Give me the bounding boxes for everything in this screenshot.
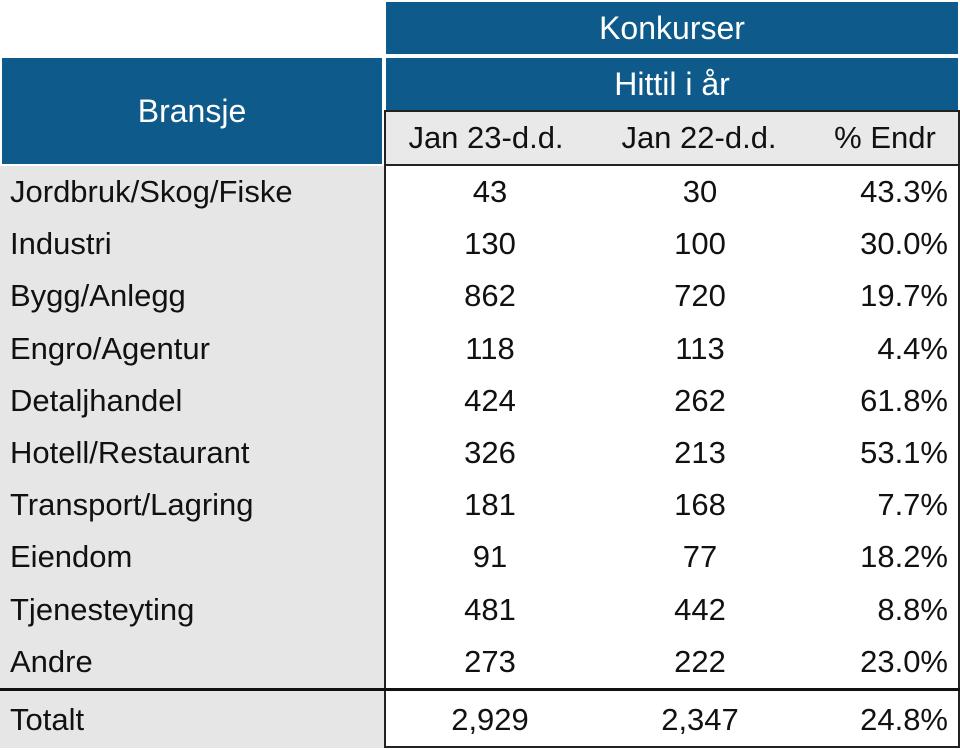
total-name: Totalt [10,702,85,737]
row-jan23: 118 [465,330,515,366]
row-change: 18.2% [860,539,948,575]
row-jan23: 862 [464,278,516,314]
column-header-jan22: Jan 22-d.d. [621,120,777,155]
row-change: 8.8% [877,591,948,627]
row-change: 4.4% [877,330,948,366]
row-change: 53.1% [860,435,948,471]
row-jan22: 442 [674,591,726,627]
row-change: 7.7% [877,487,948,523]
total-label-cell [0,691,384,748]
row-name: Tjenesteyting [10,591,195,627]
row-change: 61.8% [860,382,948,418]
label-column [0,166,384,688]
row-jan23: 424 [464,382,516,418]
row-jan22: 262 [674,382,726,418]
row-change: 23.0% [860,643,948,679]
row-name: Jordbruk/Skog/Fiske [10,174,293,210]
row-jan23: 91 [472,539,508,575]
row-jan22: 720 [674,278,726,314]
row-name: Bygg/Anlegg [10,278,186,314]
row-name: Transport/Lagring [10,487,254,523]
table-row: Transport/Lagring 181 168 7.7% [0,479,960,531]
table-row: Industri 130 100 30.0% [0,218,960,270]
total-jan22: 2,347 [661,702,739,737]
table-row: Eiendom 91 77 18.2% [0,531,960,583]
row-jan22: 77 [682,539,718,575]
row-jan22: 113 [675,330,725,366]
row-jan23: 481 [464,591,516,627]
table-row: Andre 273 222 23.0% [0,636,960,688]
row-name: Engro/Agentur [10,330,210,366]
row-jan22: 100 [674,226,726,262]
row-change: 30.0% [860,226,948,262]
row-name: Detaljhandel [10,382,183,418]
table-row: Engro/Agentur 118 113 4.4% [0,323,960,375]
table-row: Detaljhandel 424 262 61.8% [0,375,960,427]
row-change: 43.3% [860,174,948,210]
row-name: Eiendom [10,539,133,575]
row-name: Hotell/Restaurant [10,435,250,471]
column-header-band [384,110,960,166]
row-jan22: 222 [674,643,726,679]
row-jan23: 326 [464,435,516,471]
row-jan23: 43 [472,174,508,210]
table-row: Jordbruk/Skog/Fiske 43 30 43.3% [0,166,960,218]
total-value-area [384,691,960,748]
value-area [384,166,960,688]
row-jan22: 30 [682,174,718,210]
total-row: Totalt 2,929 2,347 24.8% [0,693,960,747]
table-row: Bygg/Anlegg 862 720 19.7% [0,270,960,322]
row-header: Bransje [2,58,382,164]
total-jan23: 2,929 [451,702,529,737]
row-name: Andre [10,643,93,679]
row-jan23: 181 [464,487,516,523]
row-jan22: 168 [674,487,726,523]
row-jan23: 130 [464,226,516,262]
column-header-jan23: Jan 23-d.d. [408,120,564,155]
row-jan23: 273 [464,643,516,679]
row-name: Industri [10,226,112,262]
column-header-change: % Endr [834,120,936,155]
sub-header: Hittil i år [386,58,958,110]
row-jan22: 213 [674,435,726,471]
total-change: 24.8% [860,702,948,737]
table-row: Tjenesteyting 481 442 8.8% [0,584,960,636]
row-change: 19.7% [860,278,948,314]
table-row: Hotell/Restaurant 326 213 53.1% [0,427,960,479]
group-header: Konkurser [386,2,958,54]
total-divider [0,688,960,691]
